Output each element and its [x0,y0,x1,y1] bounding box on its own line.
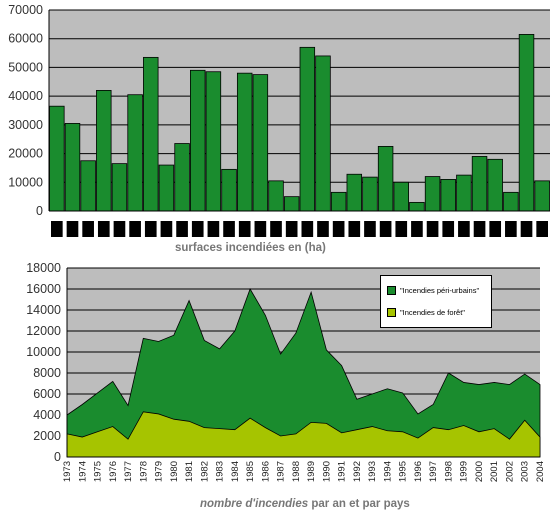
chart2-xlabel-rest: par an et par pays [308,498,410,510]
chart2-ytick-label: 16000 [26,282,61,296]
chart2-xtick-label: 2002 [504,461,515,482]
legend-item-foret: "Incendies de forêt" [387,308,465,317]
chart2-ytick-label: 2000 [33,429,61,443]
chart2-xtick-label: 1998 [443,461,454,482]
chart1-ytick-label: 70000 [8,3,43,17]
legend-swatch-foret [387,308,396,317]
chart1-ytick-label: 30000 [8,118,43,132]
chart2-xtick-label: 1973 [62,461,73,482]
legend-label-periurbains: "Incendies péri-urbains" [400,286,480,295]
chart2-xtick-label: 1974 [77,461,88,482]
chart2-ytick-label: 12000 [26,324,61,338]
chart2-ytick-label: 4000 [33,408,61,422]
chart1-xtick-label [129,221,141,237]
chart2-xtick-label: 2004 [535,461,546,482]
chart1-ytick-label: 60000 [8,32,43,46]
chart2-xtick-label: 1988 [291,461,302,482]
chart2-ytick-label: 6000 [33,387,61,401]
chart2-xtick-label: 1995 [398,461,409,482]
chart1-xtick-label [442,221,455,237]
legend-item-periurbains: "Incendies péri-urbains" [387,286,479,295]
chart2-xtick-label: 2001 [489,461,500,482]
chart1-ytick-label: 40000 [8,89,43,103]
chart2-xtick-label: 1989 [306,461,317,482]
chart1-xtick-label [379,221,392,237]
chart1-ytick-label: 20000 [8,147,43,161]
chart1-xtick-label [238,221,251,237]
chart1-xtick-label [348,221,361,237]
chart2-ytick-label: 10000 [26,345,61,359]
legend: "Incendies péri-urbains" "Incendies de f… [380,275,492,328]
chart2-xtick-label: 1983 [215,461,226,482]
chart1-xtick-label [473,221,486,237]
chart1-xtick-label [426,221,439,237]
chart2-xtick-label: 1994 [382,461,393,482]
chart1-xtick-label [223,221,235,237]
chart2-xtick-label: 1978 [138,461,149,482]
chart1-xtick-label [51,221,63,237]
chart2-xtick-label: 1991 [337,461,348,482]
chart2-xlabel-italic: nombre d'incendies [200,498,309,510]
chart2-xtick-label: 1985 [245,461,256,482]
series-area-foret [66,411,541,458]
chart2-xtick-label: 1996 [413,461,424,482]
chart1-xtick-label [191,221,204,237]
chart2-ytick-label: 14000 [26,303,61,317]
chart2-xtick-label: 1982 [199,461,210,482]
chart1-ytick-label: 50000 [8,60,43,74]
chart2-xtick-label: 1992 [352,461,363,482]
series-area-periurbains [66,288,541,458]
chart2-ytick-label: 18000 [26,261,61,275]
chart2-xtick-label: 1986 [260,461,271,482]
chart1-xtick-label [160,221,173,237]
chart2-xtick-label: 1977 [123,461,134,482]
chart1-xtick-label [489,221,502,237]
chart1-xtick-label [113,221,126,237]
chart-surfaces: 0 10000 20000 30000 40000 50000 60000 70000 [8,3,550,237]
legend-label-foret: "Incendies de forêt" [400,308,465,317]
chart1-xtick-label [82,221,94,237]
chart1-xtick-label [364,221,376,237]
chart1-xtick-label [144,221,157,237]
chart2-xtick-label: 1979 [154,461,165,482]
chart2-xtick-label: 1980 [169,461,180,482]
chart1-xtick-label [395,221,408,237]
chart1-xtick-label [301,221,314,237]
chart1-xtick-label [520,221,533,237]
chart2-xtick-label: 1976 [108,461,119,482]
chart1-xtick-label [97,221,110,237]
chart1-xtick-label [207,221,220,237]
chart1-xtick-label [317,221,329,237]
chart2-xtick-label: 1987 [276,461,287,482]
chart2-ytick-label: 0 [54,450,61,464]
chart1-ytick-label: 10000 [8,175,43,189]
chart2-xtick-label: 1975 [93,461,104,482]
chart2-xtick-label: 1984 [230,461,241,482]
chart1-xtick-label [505,221,517,237]
chart2-xtick-label: 2000 [474,461,485,482]
chart2-xtick-label: 1997 [428,461,439,482]
chart1-xlabel: surfaces incendiées en (ha) [175,242,326,254]
chart1-ytick-label: 0 [36,204,43,218]
chart1-xtick-label [66,221,79,237]
chart1-xtick-label [254,221,267,237]
chart2-xtick-label: 1990 [321,461,332,482]
chart1-xtick-label [270,221,282,237]
chart2-xlabel: nombre d'incendies par an et par pays [200,498,410,510]
chart2-xtick-label: 1999 [459,461,470,482]
legend-swatch-periurbains [387,286,396,295]
chart1-xtick-label [536,221,548,237]
chart1-xtick-label [411,221,423,237]
chart2-xtick-label: 1993 [367,461,378,482]
chart2-xtick-label: 2003 [520,461,531,482]
chart2-ytick-label: 8000 [33,366,61,380]
chart1-xtick-label [458,221,470,237]
chart1-xtick-label [285,221,298,237]
chart1-xtick-label [176,221,188,237]
chart2-xtick-label: 1981 [184,461,195,482]
chart1-xtick-label [332,221,345,237]
